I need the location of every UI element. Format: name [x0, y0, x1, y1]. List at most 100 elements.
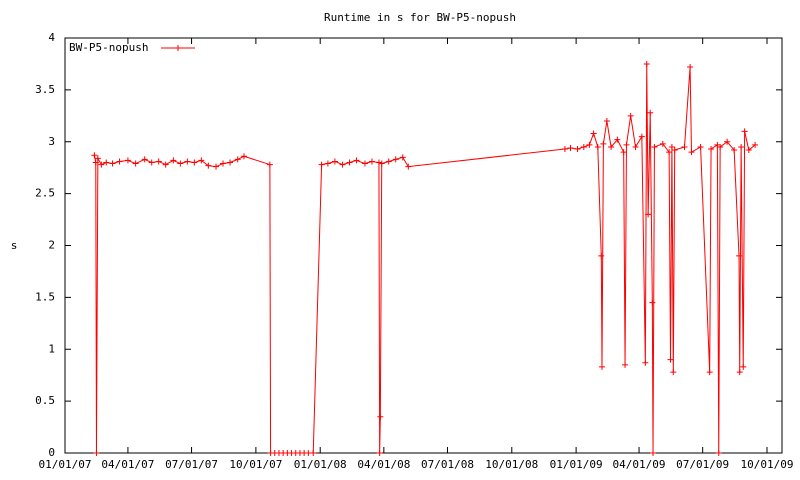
point [103, 159, 110, 166]
legend-swatch-point [175, 45, 181, 51]
x-tick-label: 10/01/07 [229, 458, 282, 471]
point [240, 153, 247, 160]
point [681, 143, 688, 150]
point [191, 159, 198, 166]
point [594, 143, 601, 150]
point [598, 252, 605, 259]
point [170, 157, 177, 164]
point [740, 363, 747, 370]
point [642, 359, 649, 366]
x-tick-label: 01/01/09 [550, 458, 603, 471]
point [603, 118, 610, 124]
point [590, 130, 597, 137]
point [116, 158, 123, 165]
y-tick-label: 2 [48, 239, 55, 252]
point [376, 450, 383, 456]
x-tick-label: 01/01/08 [294, 458, 347, 471]
point [608, 143, 615, 150]
y-tick-label: 0 [48, 446, 55, 459]
x-tick-label: 07/01/07 [165, 458, 218, 471]
point [92, 159, 99, 166]
point [310, 450, 317, 456]
point [361, 160, 368, 167]
x-tick-label: 04/01/08 [357, 458, 410, 471]
point [667, 356, 674, 363]
point [377, 413, 384, 420]
point [745, 147, 752, 154]
point [109, 160, 116, 167]
point [162, 161, 169, 168]
point [688, 149, 695, 156]
point [141, 156, 148, 163]
x-tick-label: 04/01/09 [613, 458, 666, 471]
point [598, 363, 605, 370]
point [650, 450, 657, 456]
point [731, 147, 738, 154]
point [659, 140, 666, 147]
point [220, 160, 227, 167]
point [738, 143, 745, 150]
point [627, 112, 634, 119]
point [346, 159, 353, 166]
point [561, 146, 568, 153]
point [392, 156, 399, 163]
point [148, 159, 155, 166]
point [586, 141, 593, 148]
point [687, 64, 694, 71]
x-tick-label: 10/01/08 [485, 458, 538, 471]
point [132, 160, 139, 167]
x-tick-label: 07/01/09 [676, 458, 729, 471]
y-tick-label: 4 [48, 31, 55, 44]
point [649, 299, 656, 306]
point [670, 369, 677, 376]
y-axis-label: s [11, 239, 18, 252]
point [93, 450, 100, 456]
point [620, 149, 627, 156]
x-tick-label: 10/01/09 [741, 458, 794, 471]
point [623, 141, 630, 148]
y-tick-label: 3.5 [35, 83, 55, 96]
point [385, 158, 392, 165]
series-line [93, 63, 756, 454]
point [324, 160, 331, 167]
point [708, 146, 715, 153]
point [353, 157, 360, 164]
point [651, 143, 658, 150]
point [724, 138, 731, 145]
y-tick-label: 1.5 [35, 290, 55, 303]
point [399, 154, 406, 161]
point [697, 143, 704, 150]
point [715, 450, 722, 456]
point [643, 60, 650, 67]
x-tick-label: 01/01/07 [39, 458, 92, 471]
point [234, 156, 241, 163]
point [266, 161, 273, 168]
point [227, 159, 234, 166]
point [331, 158, 338, 165]
point [668, 143, 675, 150]
y-tick-label: 1 [48, 342, 55, 355]
point [205, 162, 212, 169]
point [177, 160, 184, 167]
point [124, 157, 131, 164]
point [600, 140, 607, 147]
point [213, 163, 220, 170]
y-tick-label: 3 [48, 135, 55, 148]
point [368, 158, 375, 165]
point [580, 143, 587, 150]
point [736, 252, 743, 259]
point [339, 161, 346, 168]
point [574, 146, 581, 153]
point [622, 361, 629, 368]
point [706, 369, 713, 376]
point [375, 159, 382, 166]
point [318, 161, 325, 168]
point [741, 128, 748, 135]
point [567, 144, 574, 151]
chart-title: Runtime in s for BW-P5-nopush [324, 11, 516, 24]
point [91, 152, 98, 159]
point [671, 147, 678, 154]
point [632, 143, 639, 150]
point [155, 158, 162, 165]
